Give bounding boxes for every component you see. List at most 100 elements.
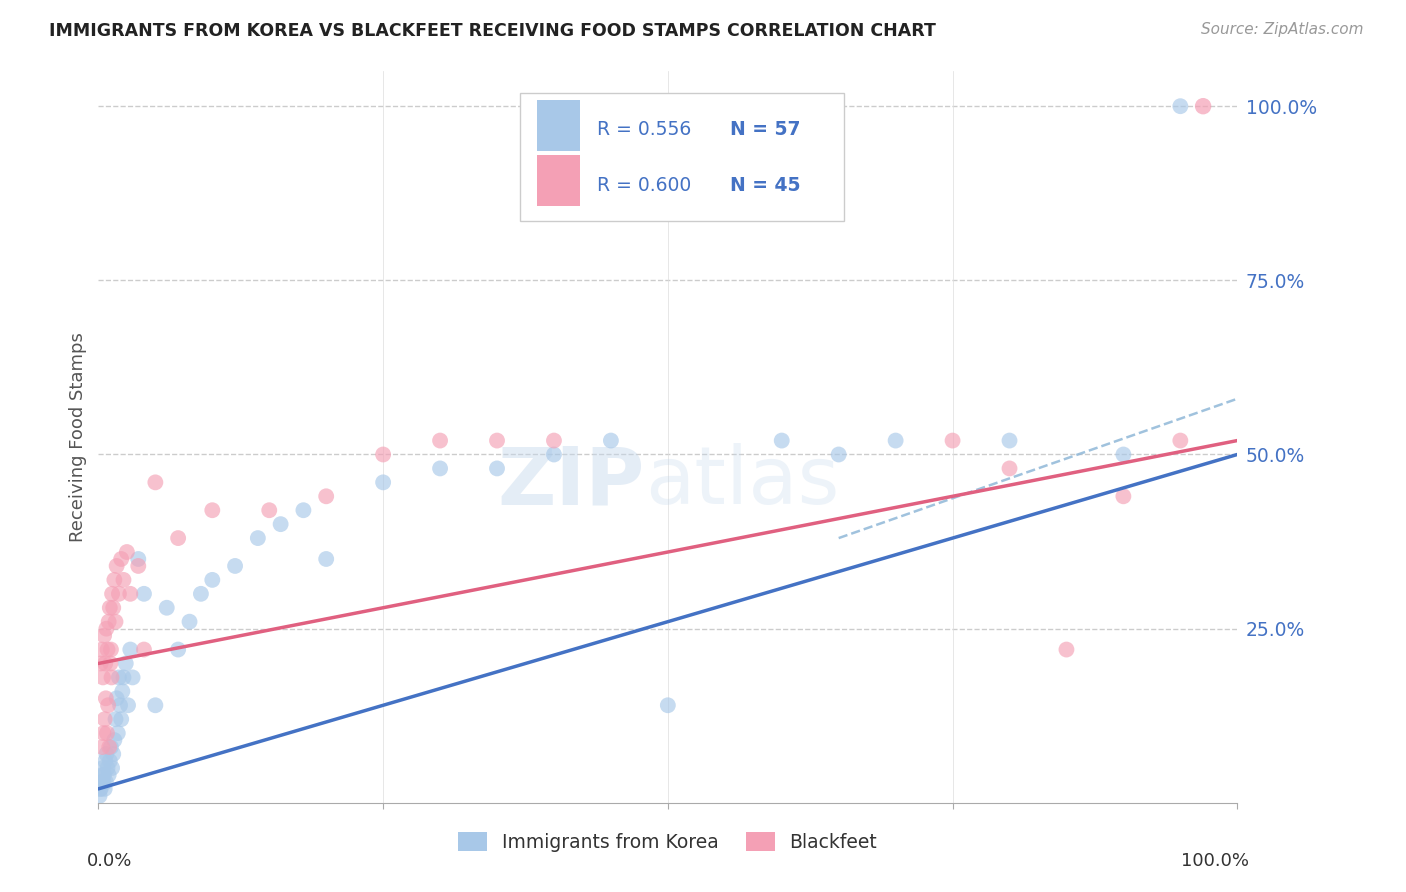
Legend: Immigrants from Korea, Blackfeet: Immigrants from Korea, Blackfeet bbox=[451, 824, 884, 859]
Point bbox=[315, 489, 337, 503]
Point bbox=[103, 573, 125, 587]
Point bbox=[97, 615, 120, 629]
Point bbox=[600, 434, 623, 448]
Point bbox=[112, 670, 135, 684]
Text: R = 0.556: R = 0.556 bbox=[598, 120, 692, 138]
Point bbox=[145, 475, 167, 490]
Point bbox=[1056, 642, 1078, 657]
Point bbox=[156, 600, 179, 615]
Point bbox=[96, 761, 118, 775]
Y-axis label: Receiving Food Stamps: Receiving Food Stamps bbox=[69, 332, 87, 542]
Point bbox=[117, 698, 139, 713]
Point bbox=[94, 657, 117, 671]
Point bbox=[132, 642, 155, 657]
Point bbox=[96, 747, 118, 761]
Point bbox=[167, 642, 190, 657]
Point bbox=[104, 615, 127, 629]
Point bbox=[114, 657, 136, 671]
FancyBboxPatch shape bbox=[537, 100, 581, 151]
Point bbox=[108, 587, 131, 601]
Text: atlas: atlas bbox=[645, 443, 839, 521]
Point bbox=[110, 712, 132, 726]
Point bbox=[884, 434, 907, 448]
Point bbox=[179, 615, 201, 629]
Point bbox=[89, 789, 111, 803]
Point bbox=[105, 558, 128, 573]
Point bbox=[91, 670, 114, 684]
Point bbox=[94, 775, 117, 789]
Point bbox=[90, 775, 112, 789]
Text: 0.0%: 0.0% bbox=[87, 852, 132, 870]
Point bbox=[270, 517, 292, 532]
Point bbox=[94, 754, 117, 768]
Point bbox=[998, 461, 1021, 475]
Point bbox=[96, 622, 118, 636]
Point bbox=[127, 552, 149, 566]
Point bbox=[93, 775, 115, 789]
Point bbox=[98, 754, 121, 768]
Point bbox=[371, 475, 394, 490]
Point bbox=[96, 642, 118, 657]
Point bbox=[543, 448, 565, 462]
Point bbox=[103, 747, 125, 761]
Point bbox=[97, 698, 120, 713]
Point bbox=[96, 726, 118, 740]
Point bbox=[120, 642, 142, 657]
Point bbox=[100, 740, 122, 755]
Point bbox=[101, 587, 124, 601]
Point bbox=[90, 657, 112, 671]
Point bbox=[1170, 434, 1192, 448]
Point bbox=[292, 503, 315, 517]
Point bbox=[93, 712, 115, 726]
Point bbox=[132, 587, 155, 601]
Point bbox=[315, 552, 337, 566]
Point bbox=[1170, 99, 1192, 113]
Point bbox=[259, 503, 281, 517]
Point bbox=[111, 684, 134, 698]
Point bbox=[103, 600, 125, 615]
Point bbox=[1192, 99, 1215, 113]
Point bbox=[90, 781, 112, 796]
Point bbox=[105, 691, 128, 706]
Point bbox=[486, 434, 509, 448]
Point bbox=[543, 434, 565, 448]
Text: 100.0%: 100.0% bbox=[1181, 852, 1249, 870]
FancyBboxPatch shape bbox=[537, 154, 581, 206]
Text: IMMIGRANTS FROM KOREA VS BLACKFEET RECEIVING FOOD STAMPS CORRELATION CHART: IMMIGRANTS FROM KOREA VS BLACKFEET RECEI… bbox=[49, 22, 936, 40]
Point bbox=[110, 552, 132, 566]
Point bbox=[429, 461, 451, 475]
Point bbox=[1112, 448, 1135, 462]
Point bbox=[98, 600, 121, 615]
Point bbox=[93, 781, 115, 796]
Point bbox=[127, 558, 149, 573]
Point bbox=[224, 558, 246, 573]
Text: N = 45: N = 45 bbox=[731, 176, 801, 195]
Point bbox=[190, 587, 212, 601]
Point bbox=[100, 657, 122, 671]
Point bbox=[201, 503, 224, 517]
Point bbox=[145, 698, 167, 713]
Point bbox=[91, 768, 114, 782]
Point bbox=[89, 781, 111, 796]
Point bbox=[1112, 489, 1135, 503]
Point bbox=[108, 698, 131, 713]
Point bbox=[93, 726, 115, 740]
Point bbox=[91, 761, 114, 775]
Point bbox=[112, 573, 135, 587]
Point bbox=[91, 740, 114, 755]
Point bbox=[108, 670, 131, 684]
Point bbox=[104, 712, 127, 726]
Point bbox=[97, 768, 120, 782]
Point bbox=[121, 670, 143, 684]
Point bbox=[101, 761, 124, 775]
FancyBboxPatch shape bbox=[520, 94, 845, 221]
Text: N = 57: N = 57 bbox=[731, 120, 801, 138]
Point bbox=[98, 740, 121, 755]
Point bbox=[100, 642, 122, 657]
Point bbox=[998, 434, 1021, 448]
Point bbox=[486, 461, 509, 475]
Point bbox=[657, 698, 679, 713]
Point bbox=[942, 434, 965, 448]
Point bbox=[103, 733, 125, 747]
Point bbox=[100, 670, 122, 684]
